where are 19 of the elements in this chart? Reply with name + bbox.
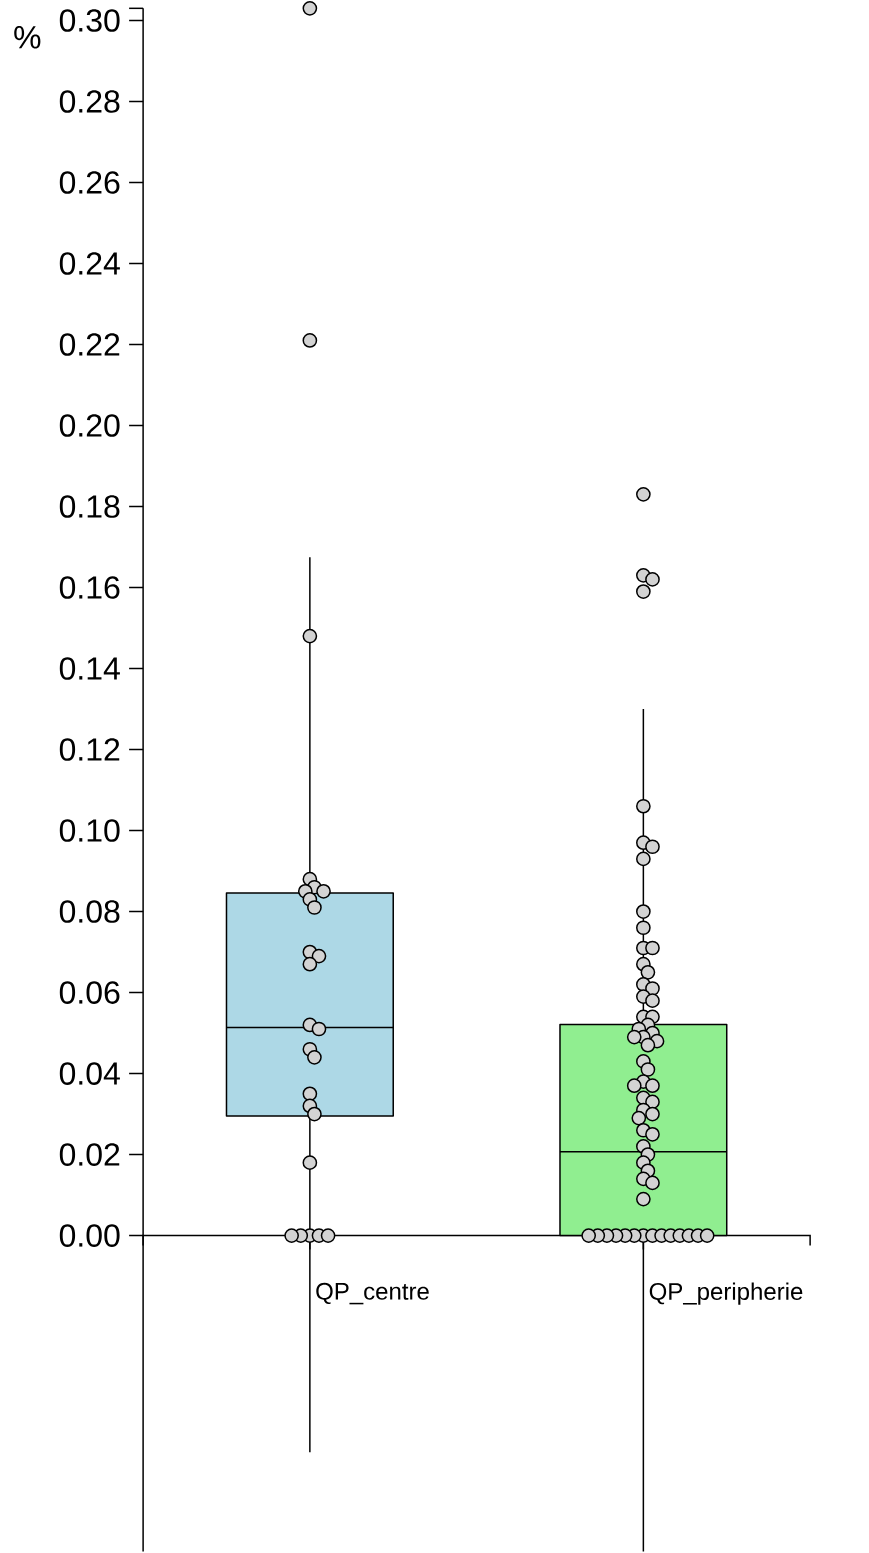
y-tick-label: 0.06 bbox=[59, 981, 120, 1004]
y-axis-title: % bbox=[14, 26, 41, 49]
x-tick-label: QP_peripherie bbox=[649, 1282, 803, 1305]
y-tick-label: 0.24 bbox=[59, 252, 120, 275]
y-tick-label: 0.26 bbox=[59, 171, 120, 194]
y-tick-label: 0.00 bbox=[59, 1224, 120, 1247]
y-tick-label: 0.30 bbox=[59, 9, 120, 32]
y-tick-label: 0.12 bbox=[59, 738, 120, 761]
y-tick-label: 0.28 bbox=[59, 90, 120, 113]
y-tick-label: 0.14 bbox=[59, 657, 120, 680]
y-tick-label: 0.08 bbox=[59, 900, 120, 923]
y-tick-label: 0.10 bbox=[59, 819, 120, 842]
y-tick-label: 0.18 bbox=[59, 495, 120, 518]
y-tick-label: 0.22 bbox=[59, 333, 120, 356]
y-tick-label: 0.02 bbox=[59, 1143, 120, 1166]
y-tick-label: 0.16 bbox=[59, 576, 120, 599]
y-tick-label: 0.20 bbox=[59, 414, 120, 437]
x-tick-label: QP_centre bbox=[316, 1282, 429, 1305]
y-tick-label: 0.04 bbox=[59, 1062, 120, 1085]
